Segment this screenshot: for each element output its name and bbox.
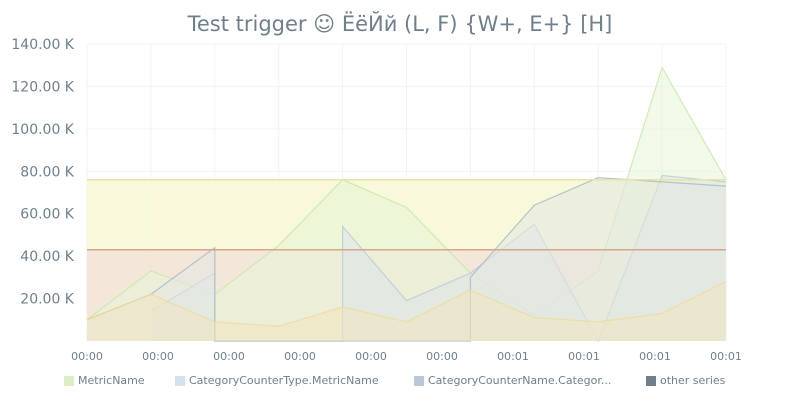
legend-item[interactable]: MetricName bbox=[64, 374, 145, 387]
series-line-3 bbox=[86, 281, 727, 327]
series-area-0 bbox=[87, 67, 726, 341]
x-tick-label: 00:01 bbox=[639, 350, 671, 363]
x-tick-label: 00:00 bbox=[142, 350, 174, 363]
y-tick-label: 100.00 K bbox=[11, 122, 74, 138]
legend-item[interactable]: CategoryCounterName.Categor... bbox=[414, 374, 611, 387]
legend-swatch bbox=[64, 375, 74, 386]
legend-swatch bbox=[175, 375, 185, 386]
y-tick-label: 40.00 K bbox=[20, 249, 75, 265]
y-tick-label: 20.00 K bbox=[20, 292, 75, 308]
legend-label: CategoryCounterType.MetricName bbox=[189, 374, 379, 387]
chart-title: Test trigger ☺ ЁёЙй (L, F) {W+, E+} [H] bbox=[187, 12, 613, 36]
legend-item[interactable]: CategoryCounterType.MetricName bbox=[175, 374, 379, 387]
legend-swatch bbox=[414, 375, 424, 386]
x-tick-label: 00:01 bbox=[710, 350, 742, 363]
legend-label: CategoryCounterName.Categor... bbox=[428, 374, 612, 387]
y-tick-label: 60.00 K bbox=[20, 207, 75, 223]
x-tick-label: 00:00 bbox=[284, 350, 316, 363]
x-tick-label: 00:00 bbox=[71, 350, 103, 363]
y-tick-label: 140.00 K bbox=[11, 37, 74, 53]
x-tick-label: 00:01 bbox=[497, 350, 529, 363]
legend-label: other series bbox=[660, 374, 726, 387]
series-area-3 bbox=[87, 281, 726, 341]
series-area-2 bbox=[87, 177, 726, 341]
y-tick-label: 80.00 K bbox=[20, 164, 75, 180]
x-tick-label: 00:00 bbox=[355, 350, 387, 363]
x-tick-label: 00:00 bbox=[426, 350, 458, 363]
legend-label: MetricName bbox=[78, 374, 145, 387]
legend-item[interactable]: other series bbox=[646, 374, 725, 387]
x-tick-label: 00:01 bbox=[568, 350, 600, 363]
legend: MetricName CategoryCounterType.MetricName… bbox=[0, 374, 800, 390]
y-tick-label: 120.00 K bbox=[11, 79, 74, 95]
legend-swatch bbox=[646, 375, 656, 386]
x-tick-label: 00:00 bbox=[213, 350, 245, 363]
